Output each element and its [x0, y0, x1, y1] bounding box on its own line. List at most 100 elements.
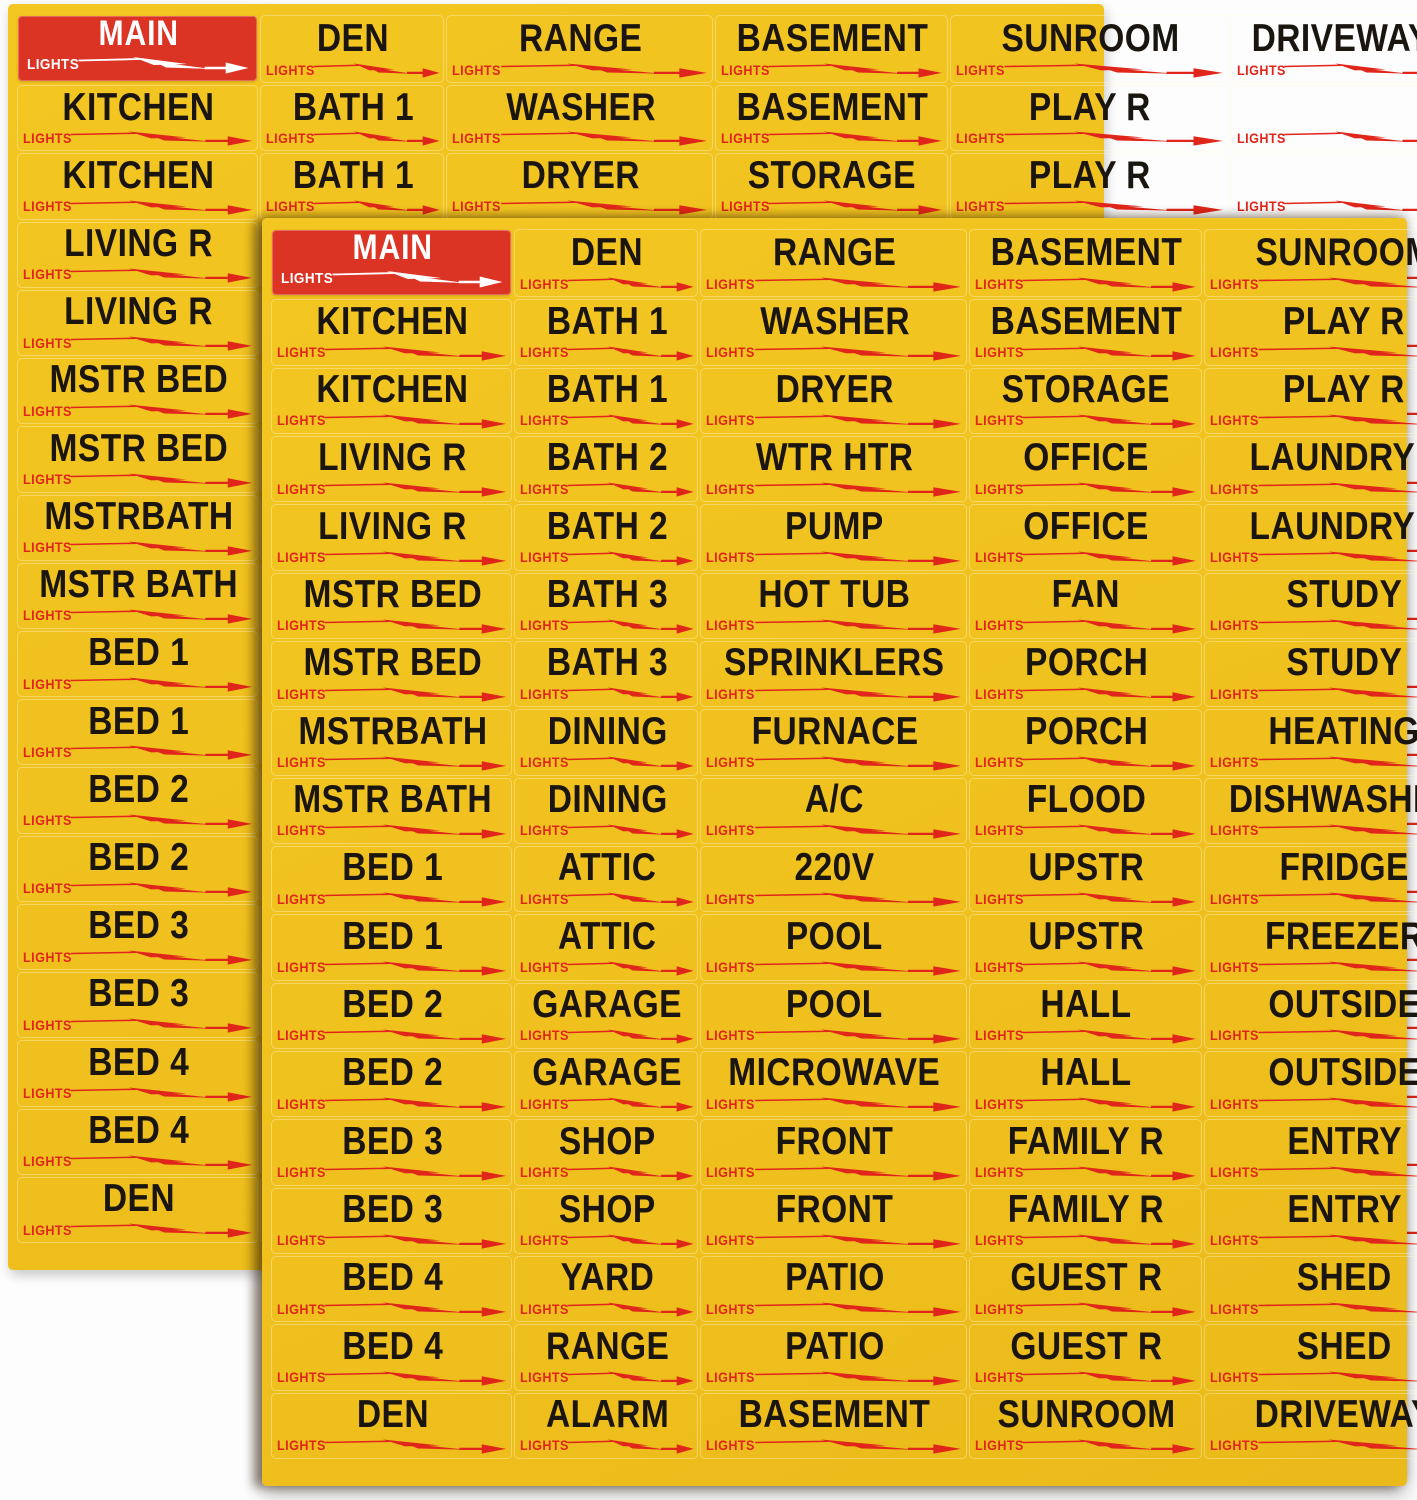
- lights-arrow: LIGHTS: [956, 197, 1225, 216]
- lightning-bolt-icon: [71, 541, 253, 556]
- lights-arrow: LIGHTS: [452, 197, 708, 216]
- lights-arrow: LIGHTS: [706, 274, 962, 293]
- sticker-label: GARAGE: [532, 1051, 683, 1095]
- sticker-label-row: BASEMENT: [706, 1394, 962, 1434]
- lights-arrow: LIGHTS: [706, 684, 962, 703]
- sticker-label-row: PLAY R: [1210, 369, 1417, 409]
- sticker-cell: STUDY LIGHTS: [1203, 640, 1417, 708]
- sticker-label: MSTR BED: [303, 641, 482, 685]
- lightning-bolt-icon: [1004, 131, 1223, 146]
- lights-word: LIGHTS: [974, 1027, 1024, 1044]
- sticker-cell: LIVING R LIGHTS: [16, 221, 259, 289]
- lightning-bolt-icon: [500, 131, 707, 146]
- sticker-cell: MSTR BED LIGHTS: [16, 425, 259, 493]
- lights-word: LIGHTS: [23, 471, 72, 488]
- lights-word: LIGHTS: [520, 890, 570, 907]
- sticker-cell: LIGHTS: [1230, 84, 1417, 152]
- lights-word: LIGHTS: [452, 198, 502, 215]
- sticker-label-row: BED 4: [23, 1110, 254, 1150]
- sticker-cell: BASEMENT LIGHTS: [714, 14, 949, 84]
- sticker-cell: BATH 3 LIGHTS: [513, 640, 699, 708]
- lights-arrow: LIGHTS: [23, 333, 254, 352]
- lights-arrow: LIGHTS: [520, 753, 694, 772]
- lightning-bolt-icon: [567, 619, 694, 634]
- lightning-bolt-icon: [1258, 824, 1417, 835]
- lights-word: LIGHTS: [266, 129, 316, 146]
- lights-arrow: LIGHTS: [23, 470, 254, 489]
- lights-word: LIGHTS: [720, 198, 770, 215]
- lights-word: LIGHTS: [974, 890, 1024, 907]
- sticker-label: LIVING R: [64, 290, 214, 334]
- lights-word: LIGHTS: [520, 480, 570, 497]
- lights-arrow: LIGHTS: [23, 538, 254, 557]
- sticker-label-row: MSTR BED: [277, 574, 508, 614]
- lightning-bolt-icon: [500, 63, 707, 78]
- lights-arrow: LIGHTS: [520, 411, 694, 430]
- lights-arrow: LIGHTS: [277, 343, 508, 362]
- lightning-bolt-icon: [1022, 346, 1196, 361]
- lights-word: LIGHTS: [706, 1300, 756, 1317]
- sticker-label: PLAY R: [1029, 85, 1152, 129]
- lightning-bolt-icon: [1258, 1097, 1417, 1108]
- sticker-label: FAMILY R: [1008, 1119, 1165, 1163]
- sticker-cell: BATH 1 LIGHTS: [513, 298, 699, 366]
- sticker-cell: FRIDGE LIGHTS: [1203, 845, 1417, 913]
- sticker-cell: BATH 2 LIGHTS: [513, 435, 699, 503]
- sticker-label: KITCHEN: [316, 299, 469, 343]
- lightning-bolt-icon: [325, 687, 507, 702]
- sticker-cell: PLAY R LIGHTS: [1203, 367, 1417, 435]
- sticker-cell: DINING LIGHTS: [513, 708, 699, 776]
- sticker-cell: PUMP LIGHTS: [699, 503, 968, 571]
- sticker-cell: DISHWASHER LIGHTS: [1203, 777, 1417, 845]
- lights-arrow: LIGHTS: [956, 128, 1225, 147]
- sticker-label: BED 2: [88, 767, 190, 811]
- lightning-bolt-icon: [71, 1155, 253, 1170]
- lightning-bolt-icon: [71, 882, 253, 897]
- sticker-cell: SUNROOM LIGHTS: [949, 14, 1230, 84]
- lights-word: LIGHTS: [974, 822, 1024, 839]
- sticker-label-row: KITCHEN: [277, 369, 508, 409]
- sticker-label: MAIN: [98, 14, 179, 53]
- lights-arrow: LIGHTS: [277, 1436, 508, 1455]
- sticker-label: GARAGE: [532, 983, 683, 1027]
- sticker-label-row: SHED: [1210, 1257, 1417, 1298]
- lights-arrow: LIGHTS: [23, 811, 254, 830]
- sticker-cell: SHED LIGHTS: [1203, 1323, 1417, 1391]
- sticker-cell: SHED LIGHTS: [1203, 1255, 1417, 1323]
- sticker-label: ATTIC: [558, 846, 657, 890]
- sticker-label-row: UPSTR: [975, 847, 1198, 887]
- sticker-label: BATH 3: [546, 641, 668, 685]
- lightning-bolt-icon: [754, 1371, 961, 1386]
- lightning-bolt-icon: [1258, 1302, 1417, 1313]
- sticker-label: BASEMENT: [736, 17, 929, 61]
- lights-word: LIGHTS: [277, 1437, 326, 1454]
- lights-word: LIGHTS: [520, 1300, 570, 1317]
- lightning-bolt-icon: [768, 131, 942, 146]
- lights-word: LIGHTS: [706, 617, 756, 634]
- sticker-label: SUNROOM: [997, 1393, 1176, 1437]
- lights-word: LIGHTS: [277, 344, 326, 361]
- sticker-label-row: BATH 1: [266, 86, 440, 127]
- sticker-label-row: STUDY: [1210, 642, 1417, 682]
- lights-word: LIGHTS: [1209, 480, 1259, 497]
- lights-word: LIGHTS: [1209, 1095, 1259, 1112]
- sticker-cell: LIGHTS: [1230, 152, 1417, 220]
- lights-arrow: LIGHTS: [975, 684, 1198, 703]
- lightning-bolt-icon: [1258, 1371, 1417, 1382]
- lights-word: LIGHTS: [23, 1085, 72, 1102]
- sticker-cell: BED 1 LIGHTS: [16, 630, 259, 698]
- sticker-label: BED 1: [88, 699, 190, 743]
- sticker-cell: UPSTR LIGHTS: [968, 913, 1203, 981]
- lights-arrow: LIGHTS: [520, 616, 694, 635]
- lights-arrow: LIGHTS: [520, 889, 694, 908]
- sticker-label-row: WTR HTR: [706, 437, 962, 477]
- sticker-cell: MSTRBATH LIGHTS: [16, 494, 259, 562]
- lightning-bolt-icon: [325, 1302, 507, 1317]
- sticker-cell: SHOP LIGHTS: [513, 1118, 699, 1186]
- sticker-label-row: FLOOD: [975, 779, 1198, 819]
- lightning-bolt-icon: [325, 1371, 507, 1386]
- sticker-cell: FREEZER LIGHTS: [1203, 913, 1417, 981]
- sticker-label-row: SPRINKLERS: [706, 641, 962, 685]
- sticker-label: SPRINKLERS: [724, 641, 945, 685]
- sticker-cell: PATIO LIGHTS: [699, 1255, 968, 1323]
